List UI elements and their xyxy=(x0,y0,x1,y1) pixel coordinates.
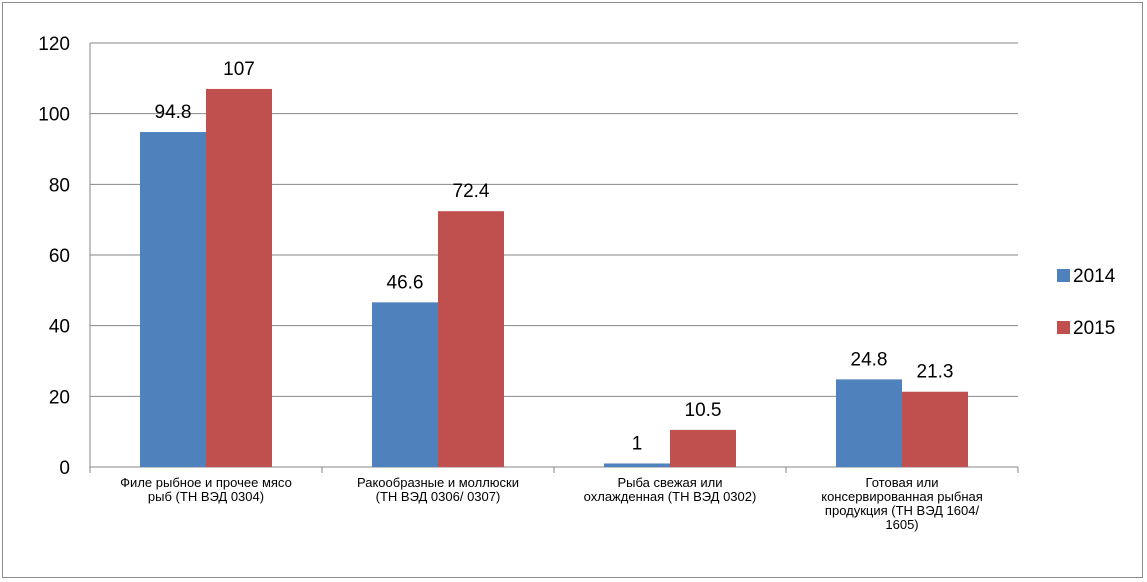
bar-2014 xyxy=(836,379,902,467)
legend-swatch xyxy=(1057,321,1070,334)
bar-2014 xyxy=(140,132,206,468)
bar-2015 xyxy=(670,429,736,467)
y-tick-label: 0 xyxy=(59,458,70,479)
category-label: Ракообразные и моллюски (ТН ВЭД 0306/ 030… xyxy=(357,475,519,504)
y-tick-label: 60 xyxy=(49,246,70,267)
y-tick-label: 100 xyxy=(38,105,70,126)
legend-swatch xyxy=(1057,269,1070,282)
bar-2014 xyxy=(372,302,438,467)
legend-label: 2015 xyxy=(1073,318,1115,339)
bar-2014 xyxy=(604,463,670,467)
legend-label: 2014 xyxy=(1073,266,1116,287)
y-tick-label: 80 xyxy=(49,175,70,196)
y-tick-label: 120 xyxy=(38,34,70,55)
bar-2015 xyxy=(206,88,272,467)
data-label: 72.4 xyxy=(453,181,490,202)
bar-2015 xyxy=(902,391,968,467)
category-label: Готовая или консервированная рыбная продук… xyxy=(821,475,983,532)
data-label: 94.8 xyxy=(155,102,192,123)
category-label: Филе рыбное и прочее мясо рыб (ТН ВЭД 030… xyxy=(120,475,292,504)
data-label: 107 xyxy=(223,59,255,80)
bar-2015 xyxy=(438,211,504,467)
data-label: 46.6 xyxy=(387,272,424,293)
y-tick-label: 20 xyxy=(49,387,70,408)
y-tick-label: 40 xyxy=(49,317,70,338)
data-label: 21.3 xyxy=(917,362,954,383)
data-label: 1 xyxy=(632,433,643,454)
category-label: Рыба свежая или охлажденная (ТН ВЭД 0302) xyxy=(584,475,757,504)
data-label: 10.5 xyxy=(685,400,722,421)
data-label: 24.8 xyxy=(851,349,888,370)
